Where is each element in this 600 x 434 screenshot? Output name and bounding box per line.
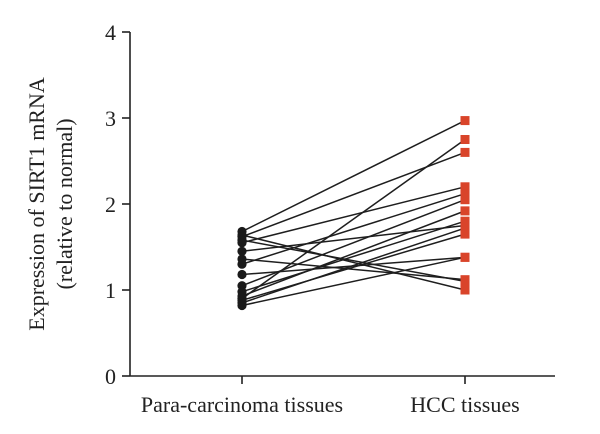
y-axis: 0 1 2 3 4: [105, 20, 131, 389]
pair-line: [241, 256, 466, 307]
y-axis-label-line1: Expression of SIRT1 mRNA: [24, 77, 49, 331]
x-category-label: Para-carcinoma tissues: [141, 392, 343, 417]
y-tick-label: 1: [105, 278, 116, 303]
pair-line: [241, 233, 466, 302]
pair-line: [241, 210, 466, 297]
hcc-point: [460, 135, 470, 144]
hcc-point: [460, 275, 470, 285]
x-category-label: HCC tissues: [410, 392, 519, 417]
pair-line: [241, 224, 466, 253]
pair-line: [241, 119, 466, 233]
hcc-point: [460, 216, 470, 226]
pair-line: [241, 138, 466, 300]
para-point: [237, 259, 247, 269]
y-tick-label: 3: [105, 106, 116, 131]
pair-line: [241, 186, 466, 244]
hcc-point: [460, 182, 470, 192]
markers: [237, 116, 470, 311]
para-point: [237, 238, 247, 248]
y-tick-label: 0: [105, 364, 116, 389]
paired-lines: [241, 119, 466, 307]
hcc-point: [460, 229, 470, 239]
pair-line: [241, 220, 466, 293]
pair-line: [241, 258, 466, 281]
hcc-point: [460, 223, 470, 233]
hcc-point: [460, 189, 470, 199]
pair-line: [241, 227, 466, 304]
hcc-point: [460, 206, 470, 216]
hcc-point: [460, 252, 470, 262]
y-axis-label: Expression of SIRT1 mRNA (relative to nor…: [24, 77, 77, 331]
para-point: [237, 246, 247, 256]
hcc-point: [460, 195, 470, 205]
y-axis-label-line2: (relative to normal): [52, 118, 77, 289]
para-point: [237, 300, 247, 311]
y-tick-label: 2: [105, 192, 116, 217]
hcc-point: [460, 147, 470, 157]
para-point: [237, 269, 247, 280]
hcc-point: [460, 116, 470, 126]
hcc-point: [460, 285, 470, 295]
pair-line: [241, 234, 466, 291]
x-axis: Para-carcinoma tissues HCC tissues: [130, 375, 555, 417]
y-tick-label: 4: [105, 20, 116, 45]
pair-line: [241, 192, 466, 265]
